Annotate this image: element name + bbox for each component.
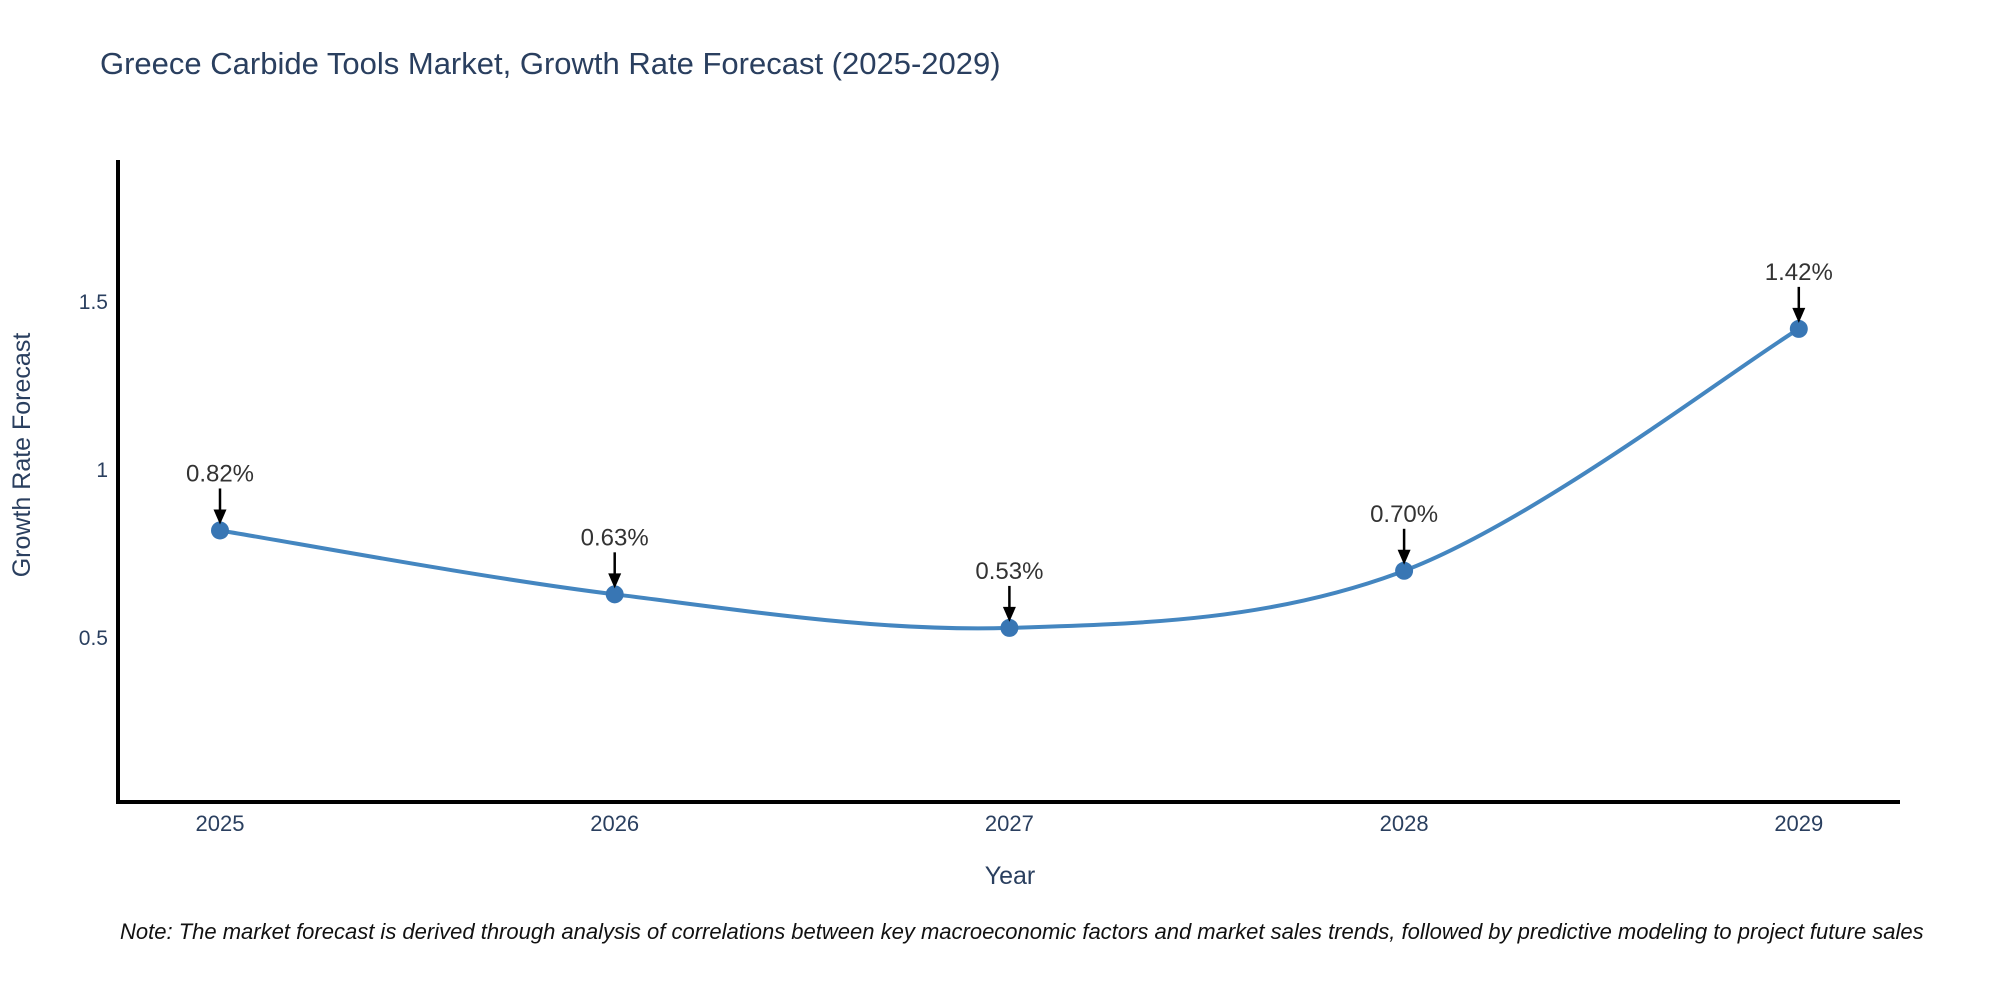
annotation-arrow-head (608, 573, 622, 589)
annotation-label: 0.53% (975, 558, 1043, 585)
data-point-marker (605, 585, 624, 604)
y-tick-label: 1 (96, 459, 108, 482)
annotation-label: 0.63% (581, 524, 649, 551)
footnote: Note: The market forecast is derived thr… (120, 919, 1924, 944)
y-tick-label: 0.5 (79, 627, 108, 650)
data-point-marker (1395, 561, 1414, 580)
annotation-arrow-head (1792, 307, 1806, 323)
annotation-label: 0.82% (186, 460, 254, 487)
x-tick-label: 2028 (1380, 811, 1429, 836)
data-point-marker (211, 521, 229, 540)
annotation-arrow-head (1002, 606, 1016, 622)
y-tick-label: 1.5 (79, 291, 108, 314)
x-tick-label: 2026 (590, 811, 639, 836)
series-line (218, 326, 1801, 631)
x-axis-title: Year (985, 862, 1036, 890)
data-point-marker (1000, 618, 1019, 637)
chart-title: Greece Carbide Tools Market, Growth Rate… (100, 46, 1001, 81)
x-tick-label: 2025 (196, 811, 245, 836)
data-point-marker (1789, 319, 1808, 338)
x-tick-label: 2029 (1774, 811, 1823, 836)
y-axis-title: Growth Rate Forecast (8, 333, 36, 578)
annotation-label: 0.70% (1370, 501, 1438, 528)
x-tick-label: 2027 (985, 811, 1034, 836)
annotation-label: 1.42% (1765, 259, 1833, 286)
annotation-arrow-head (1397, 549, 1411, 565)
annotation-arrow-head (213, 509, 227, 525)
